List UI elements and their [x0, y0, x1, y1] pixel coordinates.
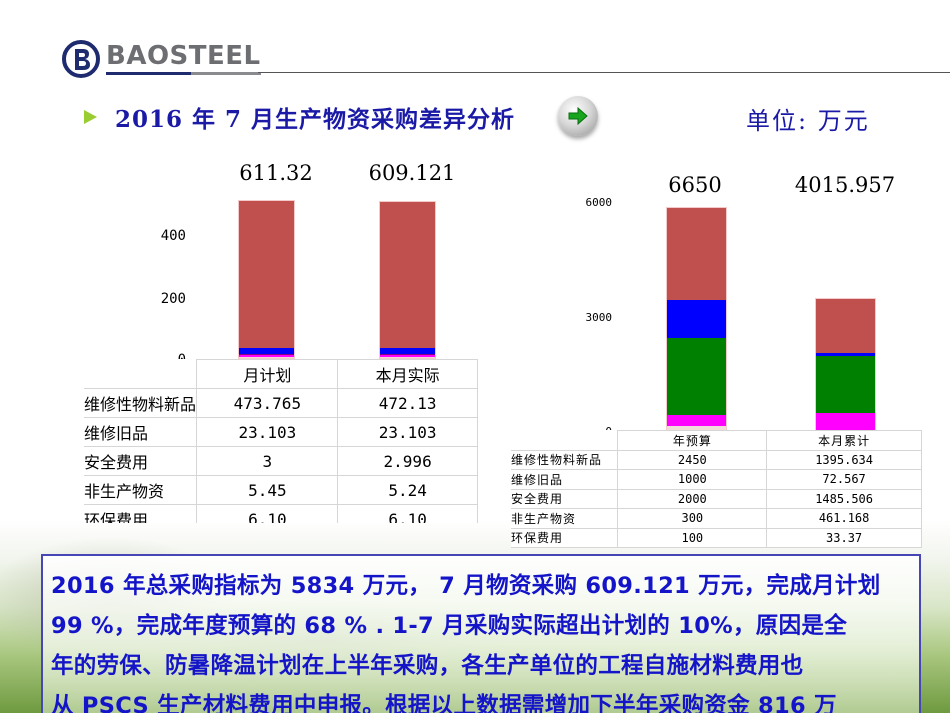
- table-row: 环保费用 100 33.37: [511, 527, 922, 548]
- baosteel-logo-text: BAOSTEEL: [106, 43, 261, 75]
- summary-line: 年的劳保、防暑降温计划在上半年采购，各生产单位的工程自施材料费用也: [51, 653, 804, 679]
- col-header: 本月累计: [766, 430, 922, 451]
- segment-env: [667, 426, 726, 431]
- cell: 1000: [617, 469, 768, 490]
- row-label: 维修旧品: [84, 417, 198, 447]
- bar-monthly-plan: [238, 200, 295, 359]
- segment-env: [239, 357, 294, 358]
- total-label-plan: 611.32: [239, 161, 313, 185]
- segment-nonprod: [816, 413, 875, 430]
- cell: 5.24: [337, 475, 478, 505]
- y-tick-6000: 6000: [585, 196, 613, 209]
- next-slide-button[interactable]: [558, 96, 598, 136]
- table-row: 维修性物料新品 473.765 472.13: [84, 388, 478, 418]
- baosteel-logo: BAOSTEEL: [62, 40, 261, 78]
- bullet-arrow-icon: [84, 110, 97, 124]
- table-row: 环保费用 6.10 6.10: [84, 504, 478, 523]
- cell: 3: [196, 446, 339, 476]
- total-label-budget: 6650: [668, 173, 722, 197]
- col-header: 本月实际: [337, 359, 478, 389]
- segment-new: [667, 208, 726, 300]
- cell: 6.10: [196, 504, 339, 523]
- cell: 6.10: [337, 504, 478, 523]
- row-label: 非生产物资: [84, 475, 198, 505]
- bar-monthly-actual: [379, 201, 436, 359]
- summary-text-box: 2016 年总采购指标为 5834 万元， 7 月物资采购 609.121 万元…: [41, 554, 921, 713]
- cell: 2000: [617, 488, 768, 509]
- cell: 1485.506: [766, 488, 922, 509]
- table-row: 非生产物资 300 461.168: [511, 508, 922, 529]
- y-tick-3000: 3000: [585, 311, 613, 324]
- segment-safety: [816, 356, 875, 413]
- table-row: 安全费用 2000 1485.506: [511, 488, 922, 509]
- cell: 2.996: [337, 446, 478, 476]
- total-label-cumulative: 4015.957: [794, 173, 896, 197]
- table-header-row: 年预算 本月累计: [511, 430, 922, 451]
- cell: 2450: [617, 449, 768, 470]
- y-tick-400: 400: [160, 228, 186, 244]
- cell: 300: [617, 508, 768, 529]
- page-title: 2016 年 7 月生产物资采购差异分析: [115, 106, 516, 133]
- cell: 72.567: [766, 469, 922, 490]
- cumulative-data-table: 年预算 本月累计 维修性物料新品 2450 1395.634 维修旧品 1000…: [511, 430, 922, 548]
- cell: 100: [617, 527, 768, 548]
- row-label: 维修性物料新品: [511, 449, 619, 470]
- bar-annual-budget: [666, 207, 727, 432]
- baosteel-logo-icon: [62, 40, 100, 78]
- cell: 23.103: [337, 417, 478, 447]
- segment-used: [816, 353, 875, 356]
- total-label-actual: 609.121: [368, 161, 456, 185]
- cell: 473.765: [196, 388, 339, 418]
- row-label: 安全费用: [511, 488, 619, 509]
- monthly-data-table: 月计划 本月实际 维修性物料新品 473.765 472.13 维修旧品 23.…: [84, 359, 478, 523]
- table-row: 维修旧品 1000 72.567: [511, 469, 922, 490]
- green-right-arrow-icon: [568, 106, 588, 126]
- summary-line: 99 %，完成年度预算的 68 % . 1-7 月采购实际超出计划的 10%，原…: [51, 613, 847, 639]
- row-label: 维修旧品: [511, 469, 619, 490]
- segment-safety: [380, 354, 435, 355]
- segment-safety: [667, 338, 726, 415]
- segment-used: [667, 300, 726, 338]
- summary-line: 2016 年总采购指标为 5834 万元， 7 月物资采购 609.121 万元…: [51, 573, 881, 599]
- y-tick-200: 200: [160, 291, 186, 307]
- row-label: 环保费用: [84, 504, 198, 523]
- segment-new: [380, 202, 435, 348]
- segment-env: [380, 357, 435, 358]
- segment-new: [239, 201, 294, 348]
- segment-used: [239, 348, 294, 354]
- cell: 472.13: [337, 388, 478, 418]
- table-row: 维修性物料新品 2450 1395.634: [511, 449, 922, 470]
- cell: 33.37: [766, 527, 922, 548]
- unit-label: 单位: 万元: [746, 107, 870, 135]
- monthly-data-table-viewport: 月计划 本月实际 维修性物料新品 473.765 472.13 维修旧品 23.…: [84, 355, 494, 523]
- segment-nonprod: [667, 415, 726, 426]
- table-row: 安全费用 3 2.996: [84, 446, 478, 476]
- table-header-row: 月计划 本月实际: [84, 359, 478, 389]
- segment-safety: [239, 354, 294, 355]
- cell: 1395.634: [766, 449, 922, 470]
- bar-cumulative: [815, 298, 876, 432]
- title-row: 2016 年 7 月生产物资采购差异分析: [84, 100, 515, 134]
- row-label: 维修性物料新品: [84, 388, 198, 418]
- cell: 5.45: [196, 475, 339, 505]
- segment-used: [380, 348, 435, 354]
- segment-nonprod: [239, 355, 294, 357]
- row-label: 环保费用: [511, 527, 619, 548]
- segment-new: [816, 299, 875, 353]
- header-divider: [258, 72, 950, 73]
- cell: 461.168: [766, 508, 922, 529]
- summary-line: 从 PSCS 生产材料费用中申报。根据以上数据需增加下半年采购资金 816 万: [51, 693, 837, 713]
- table-row: 非生产物资 5.45 5.24: [84, 475, 478, 505]
- col-header: 月计划: [196, 359, 339, 389]
- segment-nonprod: [380, 355, 435, 357]
- row-label: 安全费用: [84, 446, 198, 476]
- table-row: 维修旧品 23.103 23.103: [84, 417, 478, 447]
- col-header: 年预算: [617, 430, 768, 451]
- row-label: 非生产物资: [511, 508, 619, 529]
- cell: 23.103: [196, 417, 339, 447]
